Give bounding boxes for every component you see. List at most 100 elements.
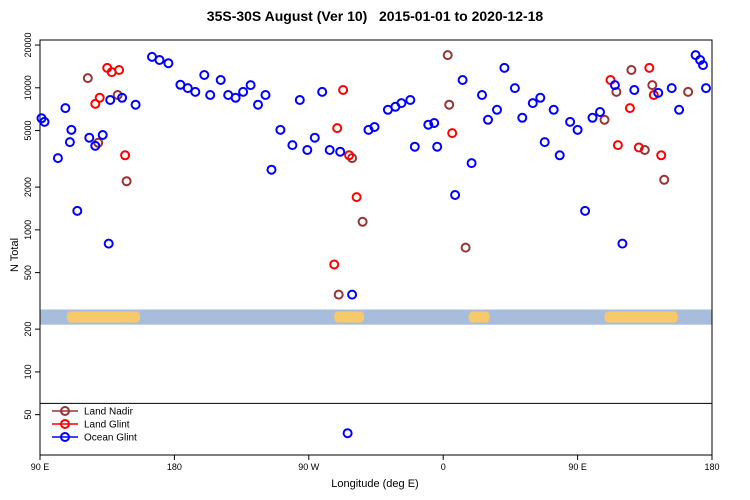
data-point <box>94 92 105 103</box>
data-point <box>52 153 63 164</box>
data-point <box>396 98 407 109</box>
data-point <box>450 190 461 200</box>
data-point <box>182 83 193 94</box>
data-point <box>659 174 670 185</box>
data-point <box>633 142 644 153</box>
data-point <box>405 95 416 105</box>
y-tick-label: 50 <box>23 410 33 420</box>
data-point <box>554 150 565 161</box>
land-segment <box>468 311 490 323</box>
data-point <box>444 99 455 110</box>
data-point <box>238 86 249 97</box>
series-land-nadir <box>82 50 694 300</box>
series-land-glint <box>90 62 667 270</box>
y-axis: 50 100 200 500 1000 2000 5000 10000 20000 <box>23 33 40 420</box>
data-point <box>527 98 538 109</box>
ocean-band <box>40 309 712 325</box>
data-point <box>612 140 623 151</box>
data-point <box>329 259 340 270</box>
data-point <box>369 122 380 132</box>
data-point <box>629 85 640 95</box>
data-point <box>548 104 559 115</box>
x-tick-label: 90 E <box>31 462 50 472</box>
data-point <box>499 62 510 73</box>
data-point <box>617 238 628 249</box>
data-point <box>587 112 598 123</box>
data-point <box>72 205 83 216</box>
x-axis-title: Longitude (deg E) <box>331 478 419 490</box>
data-point <box>580 205 591 216</box>
data-point <box>442 50 453 61</box>
data-point <box>565 116 576 127</box>
data-point <box>599 114 610 125</box>
data-point <box>335 146 346 157</box>
y-tick-label: 500 <box>23 265 33 280</box>
data-point <box>66 124 77 135</box>
data-point <box>97 130 108 140</box>
data-point <box>674 104 685 115</box>
data-point <box>666 83 677 94</box>
data-point <box>105 95 116 105</box>
data-point <box>287 140 298 151</box>
data-point <box>624 103 635 114</box>
x-axis: 90 E 180 90 W 0 90 E 180 <box>31 455 720 472</box>
data-point <box>266 164 277 175</box>
data-point <box>190 86 201 97</box>
data-point <box>64 137 75 148</box>
data-point <box>492 104 502 115</box>
legend-label: Ocean Glint <box>84 433 137 444</box>
x-tick-label: 180 <box>167 462 182 472</box>
data-point <box>483 114 493 125</box>
data-point <box>205 90 216 100</box>
y-tick-label: 2000 <box>23 177 33 197</box>
data-point <box>324 145 335 155</box>
data-point <box>653 87 664 98</box>
data-point <box>457 75 468 85</box>
data-point <box>103 238 114 249</box>
series-ocean-glint <box>36 50 711 439</box>
data-point <box>609 80 620 91</box>
y-tick-label: 10000 <box>23 75 33 100</box>
chart-title: 35S-30S August (Ver 10) 2015-01-01 to 20… <box>206 8 544 24</box>
data-point <box>333 289 344 300</box>
data-point <box>121 176 132 187</box>
y-tick-label: 5000 <box>23 121 33 141</box>
data-point <box>342 428 353 439</box>
y-tick-label: 20000 <box>23 33 33 58</box>
data-point <box>647 80 658 91</box>
data-point <box>517 112 528 123</box>
data-point <box>39 116 50 127</box>
data-point <box>199 70 210 80</box>
data-point <box>432 141 443 152</box>
data-point <box>344 150 355 161</box>
legend-marker <box>60 432 70 442</box>
legend-marker <box>60 419 70 429</box>
data-point <box>294 95 305 105</box>
data-point <box>539 137 550 148</box>
x-tick-label: 0 <box>441 462 446 472</box>
x-tick-label: 180 <box>704 462 719 472</box>
data-point <box>332 123 343 134</box>
x-tick-label: 90 W <box>298 462 320 472</box>
data-point <box>309 132 320 143</box>
x-tick-label: 90 E <box>568 462 587 472</box>
data-point <box>535 92 546 103</box>
data-point <box>447 128 458 139</box>
land-segment <box>66 311 141 323</box>
data-point <box>163 58 174 69</box>
y-tick-label: 1000 <box>23 220 33 240</box>
map-strip <box>40 309 712 325</box>
data-point <box>154 55 165 65</box>
data-point <box>230 92 241 103</box>
y-tick-label: 200 <box>23 322 33 337</box>
data-point <box>60 103 71 114</box>
plot-box <box>39 39 713 456</box>
data-point <box>409 141 420 152</box>
data-point <box>698 60 708 71</box>
data-point <box>656 150 667 161</box>
data-point <box>245 80 256 91</box>
data-point <box>509 83 520 94</box>
data-point <box>460 242 471 253</box>
